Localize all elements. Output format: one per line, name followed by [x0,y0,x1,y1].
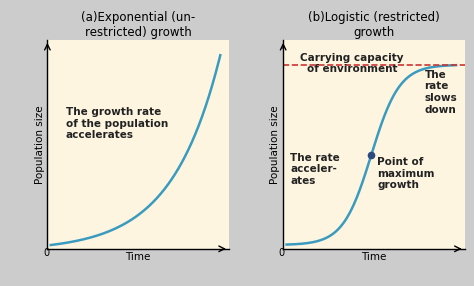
Title: (a)Exponential (un-
restricted) growth: (a)Exponential (un- restricted) growth [81,11,195,39]
Text: The growth rate
of the population
accelerates: The growth rate of the population accele… [65,107,168,140]
Y-axis label: Population size: Population size [35,105,45,184]
Text: The rate
acceler-
ates: The rate acceler- ates [291,153,340,186]
Text: 0: 0 [43,248,49,258]
Title: (b)Logistic (restricted)
growth: (b)Logistic (restricted) growth [308,11,440,39]
Text: 0: 0 [279,248,285,258]
Text: Point of
maximum
growth: Point of maximum growth [377,157,435,190]
Y-axis label: Population size: Population size [270,105,281,184]
X-axis label: Time: Time [126,252,151,262]
Text: Carrying capacity
of environment: Carrying capacity of environment [301,53,404,74]
Text: The
rate
slows
down: The rate slows down [425,70,457,115]
X-axis label: Time: Time [361,252,386,262]
